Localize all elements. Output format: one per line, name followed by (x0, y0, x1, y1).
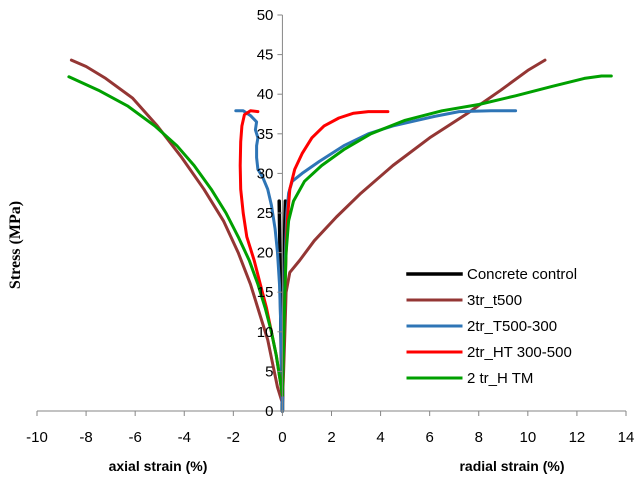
series-line-3-axial (234, 109, 284, 413)
x-tick-label: 12 (569, 429, 586, 446)
y-tick-label: 25 (257, 205, 274, 222)
y-tick-label: 45 (257, 47, 274, 64)
y-tick-label: 40 (257, 86, 274, 103)
tick-labels: -10 -8 -6 -4 -2 0 2 4 6 8 10 12 14 0 5 10 15 20 25 30 35 40 45… (26, 7, 634, 446)
legend-label-3: 2tr_T500-300 (467, 318, 557, 335)
axes-layer (36, 14, 627, 416)
y-axis-title: Stress (MPa) (7, 201, 24, 289)
series-line-3-radial (280, 109, 518, 413)
y-tick-label: 5 (265, 363, 273, 380)
x-axis-title-left: axial strain (%) (109, 458, 208, 474)
legend-label-2: 3tr_t500 (467, 292, 522, 309)
x-tick-label: -6 (128, 429, 141, 446)
legend-label-1: Concrete control (467, 266, 577, 283)
x-tick-label: -10 (26, 429, 48, 446)
legend-label-5: 2 tr_H TM (467, 370, 533, 387)
y-tick-label: 15 (257, 284, 274, 301)
series-layer (67, 58, 613, 413)
x-tick-label: 14 (618, 429, 635, 446)
x-tick-label: 8 (475, 429, 483, 446)
x-tick-label: 4 (376, 429, 384, 446)
x-tick-label: 10 (519, 429, 536, 446)
x-tick-label: 6 (425, 429, 433, 446)
x-tick-label: 0 (278, 429, 286, 446)
y-tick-label: 35 (257, 126, 274, 143)
x-tick-label: -8 (79, 429, 92, 446)
y-tick-label: 0 (265, 403, 273, 420)
y-tick-label: 10 (257, 324, 274, 341)
y-tick-label: 30 (257, 165, 274, 182)
series-line-5-radial (280, 74, 613, 397)
legend-label-4: 2tr_HT 300-500 (467, 344, 572, 361)
series-line-2-axial (69, 58, 284, 405)
x-tick-label: 2 (327, 429, 335, 446)
y-tick-label: 20 (257, 245, 274, 262)
x-tick-label: -2 (227, 429, 240, 446)
series-line-5-axial (67, 75, 284, 397)
x-axis-title-right: radial strain (%) (459, 458, 564, 474)
legend: Concrete control 3tr_t500 2tr_T500-300 2tr_… (406, 266, 577, 387)
y-tick-label: 50 (257, 7, 274, 24)
x-tick-label: -4 (178, 429, 191, 446)
